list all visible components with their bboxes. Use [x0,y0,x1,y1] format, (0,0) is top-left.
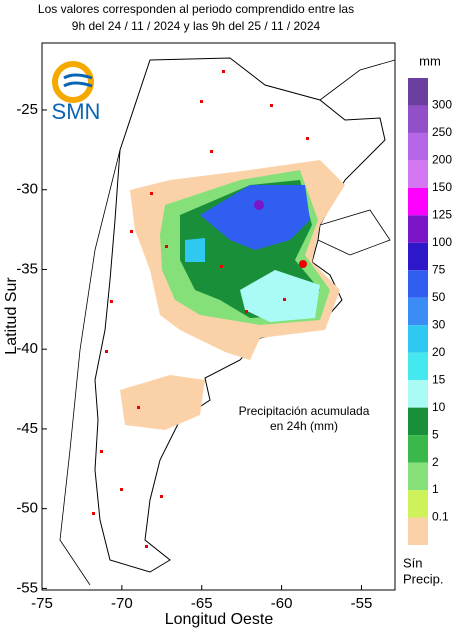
colorbar-box [408,160,428,188]
colorbar-label: 0.1 [432,510,449,524]
x-axis-label: Longitud Oeste [165,611,274,628]
colorbar-label: 200 [432,153,452,167]
colorbar-label: 10 [432,400,446,414]
colorbar-label: 150 [432,180,452,194]
colorbar-box [408,380,428,408]
colorbar-box [408,325,428,353]
y-tick-label: -25 [16,101,38,118]
stations [92,70,309,548]
colorbar-box [408,490,428,518]
colorbar-label: 75 [432,262,446,276]
x-tick-label: -70 [111,595,133,612]
colorbar-unit: mm [419,53,441,68]
annotation: Precipitación acumulada [239,404,370,418]
x-tick-label: -60 [271,595,293,612]
y-tick-label: -55 [16,579,38,596]
x-tick-label: -65 [191,595,213,612]
precip-area [185,238,205,262]
y-axis-label: Latitud Sur [3,277,20,355]
precip-area [240,270,320,322]
y-tick-label: -45 [16,420,38,437]
colorbar-box [408,462,428,491]
city-marker [299,260,307,268]
colorbar-box [408,242,428,271]
colorbar-box [408,78,428,106]
y-tick-label: -30 [16,181,38,198]
y-tick-label: -50 [16,500,38,517]
colorbar-label: 100 [432,235,452,249]
borders [59,59,396,586]
precip-max [254,200,264,210]
no-precip-label: Precip. [403,571,443,586]
precip-area [120,375,205,430]
precip-area [200,185,310,250]
colorbar-label: 20 [432,345,446,359]
colorbar-label: 300 [432,98,452,112]
colorbar-label: 5 [432,427,439,441]
map-area [41,42,396,591]
colorbar-label: 1 [432,482,439,496]
colorbar-label: 125 [432,208,452,222]
logo-text: SMN [52,99,101,124]
colorbar-label: 30 [432,317,446,331]
no-precip-label: Sín [403,555,423,570]
colorbar-box [408,297,428,326]
colorbar-box [408,517,428,545]
colorbar-label: 50 [432,290,446,304]
x-tick-label: -75 [31,595,53,612]
annotation: en 24h (mm) [270,419,338,433]
logo: SMN [52,61,101,124]
title-line: Los valores corresponden al periodo comp… [38,2,354,16]
colorbar-box [408,105,428,133]
colorbar-box [408,435,428,463]
colorbar-box [408,407,428,436]
colorbar-box [408,215,428,243]
colorbar-box [408,270,428,298]
y-tick-label: -35 [16,260,38,277]
colorbar-box [408,352,428,381]
colorbar-label: 2 [432,455,439,469]
colorbar-box [408,132,428,161]
title-line: 9h del 24 / 11 / 2024 y las 9h del 25 / … [72,19,321,33]
colorbar-box [408,187,428,216]
colorbar-label: 250 [432,125,452,139]
x-tick-label: -55 [351,595,373,612]
colorbar-label: 15 [432,372,446,386]
y-tick-label: -40 [16,340,38,357]
